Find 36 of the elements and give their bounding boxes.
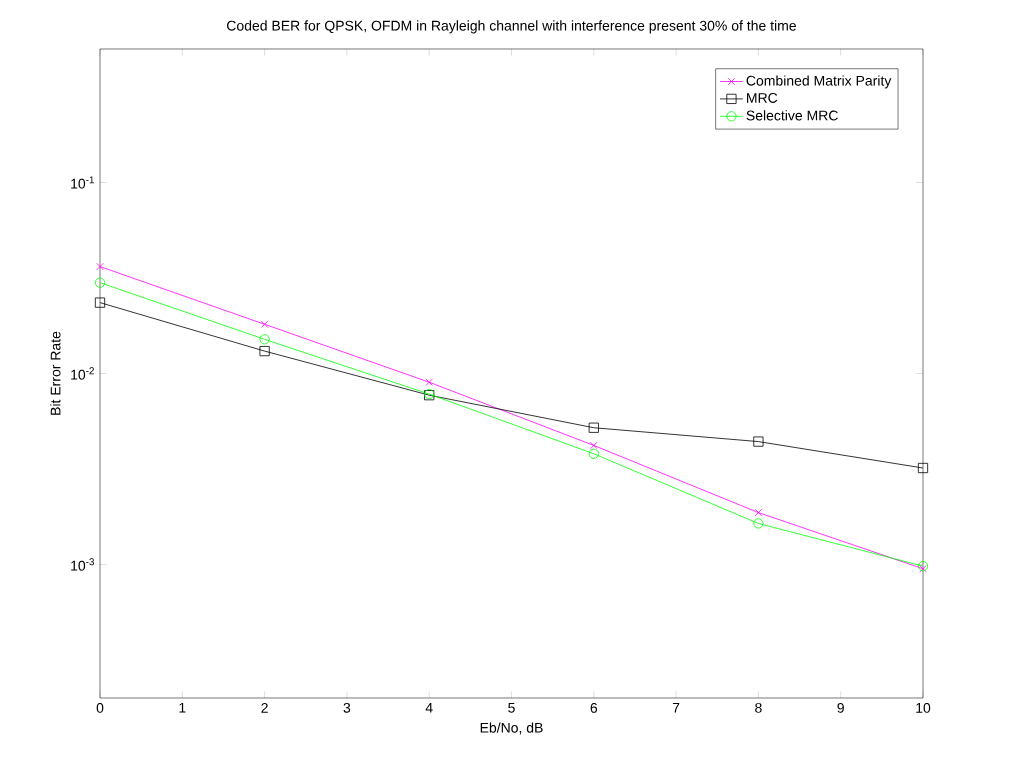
x-tick-label: 8	[755, 702, 762, 713]
x-tick-label: 1	[179, 702, 186, 713]
x-tick-label: 0	[96, 702, 104, 713]
legend-label: MRC	[747, 92, 778, 103]
point	[425, 378, 433, 386]
point	[260, 320, 269, 328]
point	[259, 334, 270, 345]
x-tick-label: 2	[261, 702, 268, 713]
point	[754, 508, 763, 517]
x-tick-label: 7	[672, 702, 680, 713]
point	[588, 448, 599, 459]
point	[753, 436, 764, 447]
point	[94, 277, 106, 288]
x-tick-label: 10	[916, 702, 931, 713]
x-tick-label: 6	[590, 702, 598, 713]
point	[917, 462, 929, 474]
chart-title: Coded BER for QPSK, OFDM in Rayleigh channel with interference present 30% of the time	[227, 20, 796, 34]
point	[917, 561, 929, 572]
point	[753, 518, 764, 529]
legend-label: Combined Matrix Parity	[746, 75, 892, 89]
x-tick-label: 3	[343, 702, 351, 713]
y-tick-label: 10$^{-2}$	[71, 367, 94, 380]
y-axis-title: Bit Error Rate	[50, 331, 61, 415]
y-tick-label: 10$^{-3}$	[71, 558, 94, 571]
point	[94, 297, 106, 308]
x-tick-label: 5	[508, 702, 515, 713]
legend-label: Selective MRC	[746, 110, 838, 121]
point	[96, 262, 104, 271]
y-tick-label: 10$^{-1}$	[71, 176, 94, 189]
x-axis-title: Eb/No, dB	[480, 722, 543, 735]
x-tick-label: 4	[425, 702, 433, 713]
point	[259, 346, 270, 357]
x-tick-label: 9	[837, 702, 844, 713]
point	[919, 565, 927, 573]
point	[590, 441, 598, 450]
point	[588, 422, 599, 433]
